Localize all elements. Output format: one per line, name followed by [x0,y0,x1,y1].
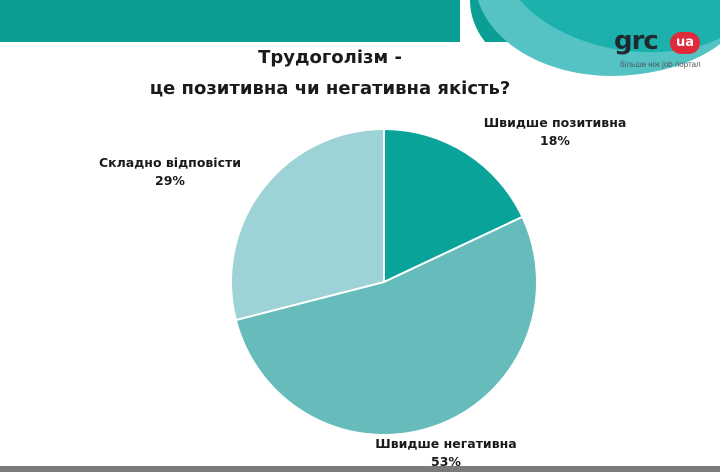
grc-logo[interactable]: grc ua більше ніж job портал [614,22,714,82]
slice-label-hard: Складно відповісти 29% [70,155,270,188]
logo-word: grc [614,26,659,56]
logo-tagline: більше ніж job портал [620,60,701,69]
pie-slice-hard [230,127,385,322]
pie-slice-positive [383,127,524,284]
slice-name: Швидше позитивна [483,115,627,130]
logo-badge: ua [670,32,700,54]
slice-percent: 29% [155,173,185,188]
chart-title-line-1: Трудоголізм - [258,47,402,68]
slice-name: Складно відповісти [98,155,242,170]
slice-percent: 53% [431,454,461,469]
slice-label-negative: Швидше негативна 53% [346,436,546,469]
slice-label-positive: Швидше позитивна 18% [455,115,655,148]
chart-title-line-2: це позитивна чи негативна якість? [149,78,511,99]
slice-name: Швидше негативна [375,436,517,451]
pie-slice-negative [234,215,538,436]
slice-percent: 18% [540,133,570,148]
bottom-border [0,466,720,472]
